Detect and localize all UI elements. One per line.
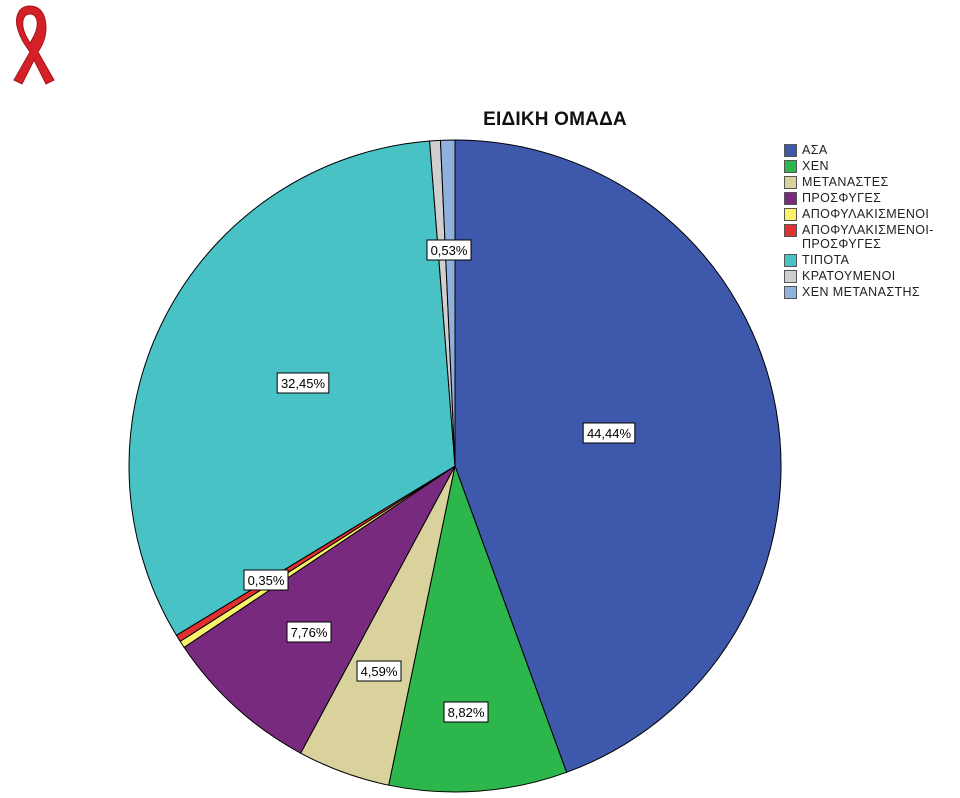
legend-label: ΠΡΟΣΦΥΓΕΣ (802, 191, 882, 205)
pie-slice (454, 139, 782, 773)
legend-swatch (784, 144, 797, 157)
svg-text:0,35%: 0,35% (248, 573, 285, 588)
legend-swatch (784, 176, 797, 189)
awareness-ribbon-icon (13, 5, 55, 85)
chart-title: ΕΙΔΙΚΗ ΟΜΑΔΑ (483, 109, 627, 130)
data-label: 7,76% (286, 621, 332, 643)
svg-text:4,59%: 4,59% (361, 664, 398, 679)
legend-item: ΤΙΠΟΤΑ (784, 253, 954, 267)
legend-item: ΜΕΤΑΝΑΣΤΕΣ (784, 175, 954, 189)
svg-text:0,53%: 0,53% (431, 243, 468, 258)
legend-item: ΧΕΝ ΜΕΤΑΝΑΣΤΗΣ (784, 285, 954, 299)
legend-swatch (784, 208, 797, 221)
legend-item: ΧΕΝ (784, 159, 954, 173)
legend-swatch (784, 270, 797, 283)
data-label: 4,59% (356, 660, 402, 682)
svg-text:7,76%: 7,76% (291, 625, 328, 640)
legend-item: ΑΠΟΦΥΛΑΚΙΣΜΕΝΟΙ (784, 207, 954, 221)
legend-swatch (784, 224, 797, 237)
data-label: 44,44% (582, 422, 636, 444)
data-label: 0,53% (426, 239, 472, 261)
legend-label: ΤΙΠΟΤΑ (802, 253, 850, 267)
legend-label: ΧΕΝ (802, 159, 829, 173)
svg-text:32,45%: 32,45% (281, 376, 326, 391)
legend-label: ΚΡΑΤΟΥΜΕΝΟΙ (802, 269, 896, 283)
pie-slice (183, 465, 456, 754)
legend-item: ΑΣΑ (784, 143, 954, 157)
legend-item: ΑΠΟΦΥΛΑΚΙΣΜΕΝΟΙ- ΠΡΟΣΦΥΓΕΣ (784, 223, 954, 251)
data-label: 32,45% (276, 372, 330, 394)
data-label: 8,82% (443, 701, 489, 723)
legend-label: ΑΠΟΦΥΛΑΚΙΣΜΕΝΟΙ- ΠΡΟΣΦΥΓΕΣ (802, 223, 934, 251)
legend: ΑΣΑ ΧΕΝ ΜΕΤΑΝΑΣΤΕΣ ΠΡΟΣΦΥΓΕΣ ΑΠΟΦΥΛΑΚΙΣΜΕΝΟΙ… (784, 143, 954, 301)
legend-swatch (784, 160, 797, 173)
legend-label: ΑΠΟΦΥΛΑΚΙΣΜΕΝΟΙ (802, 207, 930, 221)
legend-swatch (784, 192, 797, 205)
legend-label: ΧΕΝ ΜΕΤΑΝΑΣΤΗΣ (802, 285, 921, 299)
pie-slice (388, 464, 568, 793)
legend-label: ΜΕΤΑΝΑΣΤΕΣ (802, 175, 889, 189)
legend-label: ΑΣΑ (802, 143, 828, 157)
legend-swatch (784, 254, 797, 267)
data-label: 0,35% (243, 569, 289, 591)
pie-slice (439, 139, 456, 467)
svg-text:8,82%: 8,82% (448, 705, 485, 720)
legend-item: ΚΡΑΤΟΥΜΕΝΟΙ (784, 269, 954, 283)
legend-swatch (784, 286, 797, 299)
svg-text:44,44%: 44,44% (587, 426, 632, 441)
legend-item: ΠΡΟΣΦΥΓΕΣ (784, 191, 954, 205)
